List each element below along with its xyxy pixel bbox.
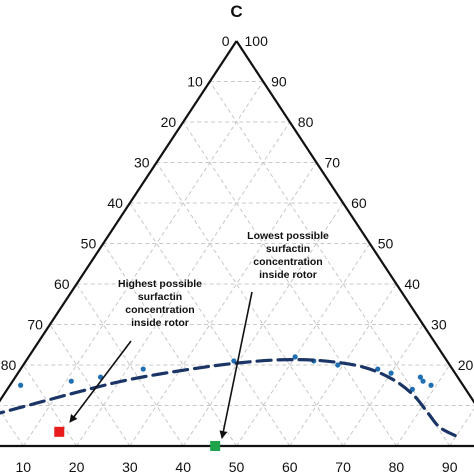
highest-concentration-marker	[54, 426, 65, 437]
lowest-concentration-marker	[210, 441, 221, 451]
grid-line	[49, 324, 131, 447]
annotation-text: concentration	[125, 304, 194, 316]
ternary-grid	[0, 81, 474, 447]
grid-line	[236, 243, 371, 447]
left-tick-label: 50	[81, 236, 97, 252]
grid-line	[182, 121, 397, 447]
grid-line	[342, 324, 424, 447]
grid-line	[22, 364, 78, 447]
bottom-tick-label: 50	[229, 459, 245, 474]
annotation-text: inside rotor	[259, 269, 317, 281]
annotations: Highest possiblesurfactinconcentrationin…	[69, 230, 329, 439]
grid-line	[395, 364, 451, 447]
left-tick-label: 20	[161, 114, 177, 130]
fit-curve	[0, 358, 462, 440]
data-series	[0, 354, 462, 451]
bottom-tick-label: 90	[442, 459, 458, 474]
bottom-tick-label: 40	[175, 459, 191, 474]
annotation-text: inside rotor	[131, 317, 189, 329]
right-tick-label: 70	[324, 155, 340, 171]
left-tick-label: 60	[54, 276, 70, 292]
grid-line	[22, 81, 264, 447]
grid-line	[102, 243, 237, 447]
data-point	[428, 382, 434, 388]
grid-line	[129, 162, 317, 447]
right-tick-label: 20	[458, 357, 474, 373]
left-tick-label: 80	[1, 357, 17, 373]
bottom-tick-label: 70	[335, 459, 351, 474]
annotation-arrow	[69, 340, 132, 423]
right-tick-label: 50	[378, 236, 394, 252]
data-point	[417, 374, 423, 380]
left-tick-label: 30	[134, 155, 150, 171]
grid-line	[76, 283, 184, 447]
grid-line	[449, 408, 474, 447]
left-tick-label: 10	[187, 74, 203, 90]
annotation-arrow	[219, 291, 253, 439]
data-point	[420, 378, 426, 384]
data-point	[335, 362, 341, 368]
right-tick-label: 80	[298, 114, 314, 130]
bottom-tick-label: 10	[16, 459, 32, 474]
left-tick-label: 40	[107, 195, 123, 211]
data-point	[388, 370, 394, 376]
left-tick-label: 0	[222, 33, 230, 49]
annotation-text: concentration	[253, 256, 322, 268]
data-point	[140, 366, 146, 372]
annotation-text: surfactin	[138, 291, 182, 303]
bottom-tick-label: 30	[122, 459, 138, 474]
grid-line	[209, 81, 451, 447]
bottom-tick-label: 60	[282, 459, 298, 474]
bottom-tick-label: 20	[69, 459, 85, 474]
data-point	[68, 378, 74, 384]
right-tick-label: 100	[245, 33, 269, 49]
annotation-text: Highest possible	[118, 278, 202, 290]
annotation-text: surfactin	[266, 243, 310, 255]
right-tick-label: 40	[404, 276, 420, 292]
ternary-frame	[0, 40, 474, 448]
tick-labels: 0 10 20 30 40 50 60 70 80 100 90 80 70 60 50 40 30 20 10 20…	[1, 33, 474, 474]
left-axis-line	[0, 40, 238, 403]
data-point	[18, 382, 24, 388]
grid-line	[0, 409, 24, 447]
grid-line	[76, 121, 291, 447]
annotation-text: Lowest possible	[247, 230, 329, 242]
bottom-tick-label: 80	[389, 459, 405, 474]
grid-line	[289, 283, 397, 447]
right-axis-line	[235, 40, 474, 404]
chart-title: C	[230, 2, 242, 21]
data-point	[409, 386, 415, 392]
left-tick-label: 70	[27, 317, 43, 333]
right-tick-label: 60	[351, 195, 367, 211]
right-tick-label: 90	[271, 74, 287, 90]
data-point	[292, 354, 298, 360]
right-tick-label: 30	[431, 317, 447, 333]
